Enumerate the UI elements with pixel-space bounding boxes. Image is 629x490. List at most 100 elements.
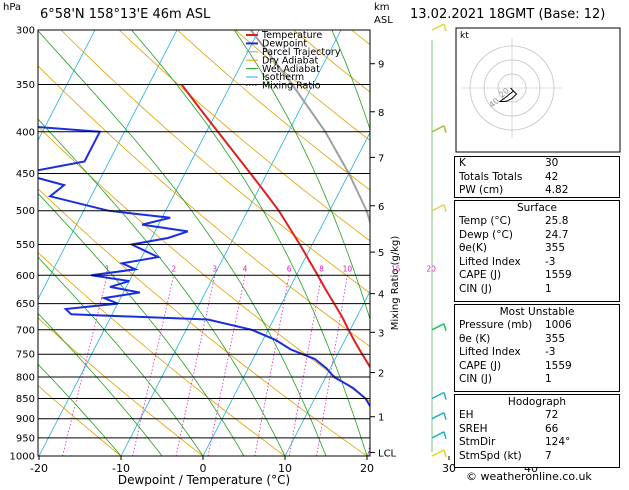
pressure-tick-label: 600 (16, 271, 35, 282)
surface-title: Surface (455, 201, 619, 215)
wind-barb (432, 432, 444, 438)
index-value: 24.7 (545, 229, 615, 243)
km-tick-label: 8 (378, 108, 384, 119)
mixing-ratio-value-label: 6 (287, 264, 292, 273)
km-tick-label: 1 (378, 413, 384, 424)
index-row: CAPE (J)1559 (455, 269, 619, 283)
wind-barb (444, 392, 446, 399)
pressure-tick-label: 550 (16, 240, 35, 251)
index-label: StmSpd (kt) (459, 450, 522, 464)
index-row: Lifted Index -3 (455, 346, 619, 360)
index-label: StmDir (459, 436, 495, 450)
index-row: Lifted Index-3 (455, 256, 619, 270)
isotherm-line (39, 30, 259, 456)
wet-adiabat-line (0, 30, 244, 456)
km-tick-label: 9 (378, 60, 384, 71)
mixing-ratio-value-label: 4 (243, 264, 248, 273)
index-row: CIN (J) 1 (455, 283, 619, 297)
mixing-ratio-line (176, 275, 215, 456)
isotherm-line (0, 30, 95, 456)
index-value: 42 (545, 171, 615, 185)
index-label: Pressure (mb) (459, 319, 532, 333)
km-tick-label: 5 (378, 248, 384, 259)
km-tick-label: 6 (378, 202, 384, 213)
mixing-ratio-value-label: 8 (319, 264, 324, 273)
wet-adiabat-line (234, 30, 408, 456)
mixing-ratio-value-label: 15 (391, 264, 401, 273)
index-value: 355 (545, 333, 615, 347)
index-label: CIN (J) (459, 283, 492, 297)
index-value: -3 (545, 256, 615, 270)
index-row: Temp (°C)25.8 (455, 215, 619, 229)
wind-barb (444, 432, 446, 439)
km-tick-label: 7 (378, 153, 384, 164)
index-value: 1559 (545, 269, 615, 283)
datetime-header: 13.02.2021 18GMT (Base: 12) (410, 7, 605, 22)
dewpoint-line (0, 30, 406, 456)
x-tick-label: 20 (360, 462, 374, 475)
x-axis-label: Dewpoint / Temperature (°C) (118, 473, 290, 486)
wind-barb (432, 205, 444, 211)
wind-barb (444, 324, 446, 331)
wind-barb (444, 450, 446, 457)
index-row: StmSpd (kt) 7 (455, 450, 619, 464)
wind-barb (432, 126, 444, 132)
index-row: CIN (J)1 (455, 373, 619, 387)
index-value: -3 (545, 346, 615, 360)
mixing-ratio-line (208, 275, 245, 456)
hpa-axis-unit: hPa (3, 2, 21, 13)
copyright: © weatheronline.co.uk (466, 470, 592, 483)
index-row: CAPE (J)1559 (455, 360, 619, 374)
km-tick-label: 2 (378, 369, 384, 380)
index-row: Pressure (mb) 1006 (455, 319, 619, 333)
km-axis-unit: km (374, 2, 390, 13)
index-value: 30 (545, 157, 615, 171)
x-tick-label: -20 (30, 462, 48, 475)
wind-barb (444, 413, 446, 420)
pressure-tick-label: 450 (16, 169, 35, 180)
mixing-ratio-line (289, 275, 321, 456)
index-value: 1 (545, 283, 615, 297)
location-header: 6°58'N 158°13'E 46m ASL (40, 7, 210, 22)
mixing-ratio-value-label: 2 (171, 264, 176, 273)
mixing-ratio-axis-label: Mixing Ratio (g/kg) (390, 236, 401, 331)
index-value: 1559 (545, 360, 615, 374)
index-row: Dewp (°C)24.7 (455, 229, 619, 243)
mixing-ratio-line (406, 275, 431, 456)
index-value: 1 (545, 373, 615, 387)
pressure-tick-label: 800 (16, 373, 35, 384)
mixing-ratio-line (255, 275, 289, 456)
km-tick-label: LCL (378, 448, 397, 459)
km-tick-label: 4 (378, 290, 384, 301)
dry-adiabat-line (3, 30, 531, 456)
index-label: SREH (459, 423, 488, 437)
index-value: 1006 (545, 319, 615, 333)
index-value: 7 (545, 450, 615, 464)
pressure-tick-label: 950 (16, 433, 35, 444)
most-unstable-title: Most Unstable (455, 305, 619, 319)
pressure-tick-label: 350 (16, 80, 35, 91)
pressure-tick-label: 850 (16, 394, 35, 405)
wet-adiabat-line (37, 30, 326, 456)
pressure-tick-label: 700 (16, 325, 35, 336)
wind-barb (432, 24, 444, 30)
most-unstable-panel: Most Unstable Pressure (mb) 1006 θe (K) 355… (454, 304, 620, 392)
pressure-tick-label: 400 (16, 127, 35, 138)
index-label: Lifted Index (459, 346, 521, 360)
wind-barb (432, 392, 444, 398)
index-label: θe(K) (459, 242, 487, 256)
index-row: θe (K) 355 (455, 333, 619, 347)
isotherm-line (0, 30, 13, 456)
mixing-ratio-line (63, 275, 108, 456)
pressure-tick-label: 650 (16, 299, 35, 310)
index-label: θe (K) (459, 333, 490, 347)
asl-axis-unit: ASL (374, 15, 393, 26)
